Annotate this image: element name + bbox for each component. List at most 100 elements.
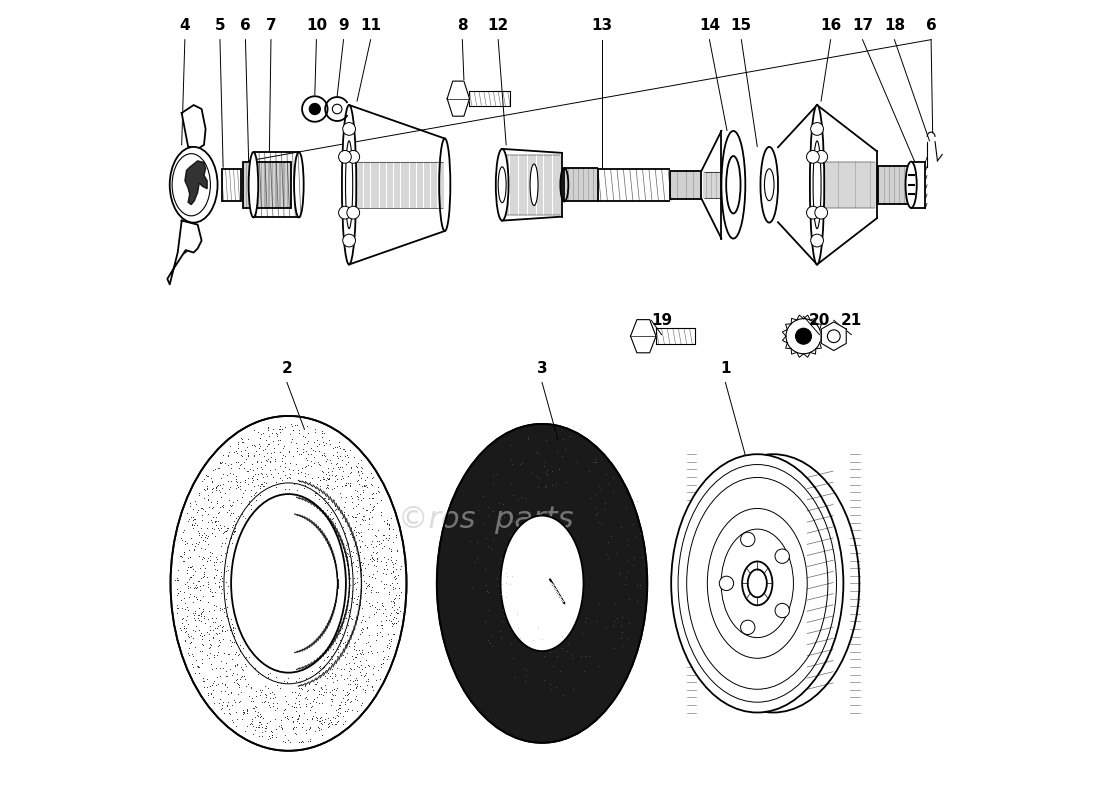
Point: [469, 504, 486, 517]
Point: [234, 435, 252, 448]
Point: [233, 508, 251, 521]
Point: [352, 555, 370, 568]
Point: [231, 672, 249, 685]
Point: [308, 695, 326, 708]
Point: [583, 491, 601, 504]
Point: [587, 509, 605, 522]
Point: [319, 503, 337, 516]
Point: [287, 701, 305, 714]
Point: [204, 482, 221, 495]
Point: [620, 617, 638, 630]
Text: 10: 10: [306, 18, 327, 34]
Point: [367, 674, 385, 686]
Point: [264, 728, 282, 741]
Point: [390, 562, 408, 575]
Point: [386, 592, 404, 605]
Point: [337, 696, 354, 709]
Point: [354, 510, 372, 522]
Point: [222, 669, 240, 682]
Point: [314, 714, 331, 726]
Point: [250, 719, 267, 732]
Polygon shape: [167, 221, 201, 285]
Point: [349, 475, 366, 488]
Point: [174, 526, 191, 538]
Point: [309, 471, 327, 484]
Point: [194, 638, 211, 650]
Point: [177, 633, 195, 646]
Point: [179, 618, 197, 630]
Point: [265, 442, 283, 454]
Point: [319, 472, 337, 485]
Point: [199, 595, 217, 608]
Point: [372, 658, 389, 670]
Point: [356, 686, 374, 699]
Point: [334, 465, 352, 478]
Text: 7: 7: [266, 18, 276, 34]
Point: [307, 678, 324, 690]
Point: [327, 503, 344, 516]
Point: [191, 629, 209, 642]
Point: [482, 629, 499, 642]
Point: [299, 684, 317, 697]
Point: [204, 526, 221, 539]
Point: [185, 569, 202, 582]
Point: [310, 715, 328, 728]
Point: [387, 617, 405, 630]
Point: [216, 546, 233, 559]
Point: [312, 710, 330, 723]
Point: [249, 668, 266, 681]
Point: [598, 547, 616, 560]
Point: [492, 513, 509, 526]
Point: [201, 546, 219, 558]
Point: [314, 426, 331, 439]
Point: [276, 468, 294, 481]
Point: [377, 568, 395, 581]
Point: [202, 590, 220, 602]
Point: [252, 707, 270, 720]
Point: [343, 557, 361, 570]
Point: [208, 628, 226, 641]
Point: [224, 623, 242, 636]
Point: [352, 699, 370, 712]
Point: [364, 486, 382, 499]
Point: [574, 665, 592, 678]
Point: [270, 434, 287, 446]
Point: [239, 465, 256, 478]
Point: [543, 478, 561, 491]
Circle shape: [811, 234, 824, 247]
Point: [176, 548, 194, 561]
Point: [318, 686, 336, 698]
Point: [503, 637, 520, 650]
Point: [342, 462, 360, 474]
Point: [217, 565, 234, 578]
Point: [356, 614, 374, 627]
Point: [372, 658, 389, 670]
Point: [219, 681, 236, 694]
Point: [382, 594, 399, 607]
Point: [328, 674, 345, 686]
Point: [353, 646, 371, 658]
Point: [223, 699, 241, 712]
Point: [184, 562, 201, 575]
Point: [606, 598, 624, 610]
Point: [235, 706, 253, 718]
Ellipse shape: [760, 147, 778, 222]
Point: [224, 506, 242, 519]
Point: [304, 713, 321, 726]
Point: [218, 670, 235, 682]
Point: [207, 482, 224, 494]
Point: [312, 723, 330, 736]
Point: [326, 475, 343, 488]
Point: [295, 446, 312, 458]
Point: [522, 466, 540, 479]
Point: [484, 505, 502, 518]
Point: [519, 430, 537, 443]
Point: [176, 534, 194, 547]
Point: [177, 614, 195, 626]
Point: [202, 658, 220, 670]
Point: [276, 736, 294, 749]
Point: [365, 554, 383, 566]
Point: [351, 647, 369, 660]
Point: [343, 625, 361, 638]
Point: [502, 438, 519, 451]
